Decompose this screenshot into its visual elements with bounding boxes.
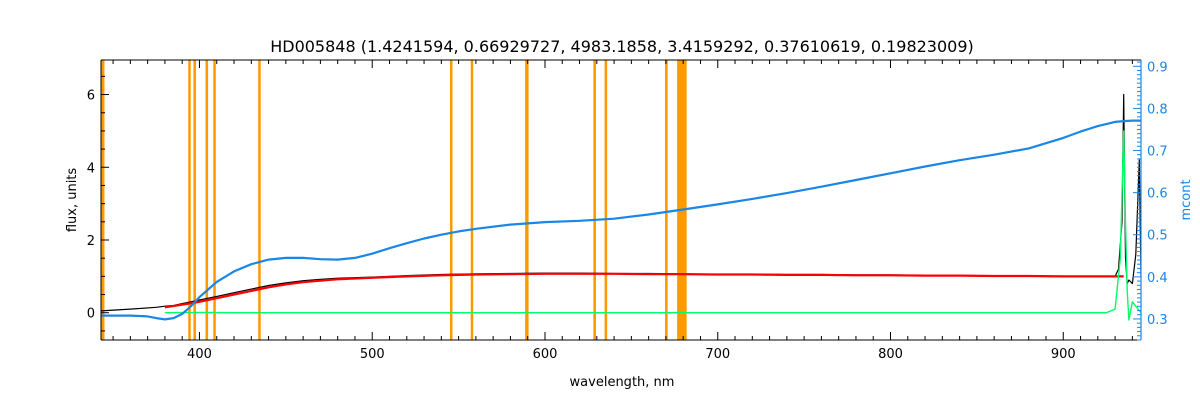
x-axis-label: wavelength, nm [570, 375, 675, 390]
x-tick-label-500: 500 [360, 347, 385, 362]
series-residual-line [164, 130, 1141, 321]
masked-region-3 [205, 60, 209, 340]
chart-title: HD005848 (1.4241594, 0.66929727, 4983.18… [270, 37, 974, 56]
masked-region-12 [677, 60, 687, 340]
y2-tick-label-0.4: 0.4 [1147, 271, 1168, 286]
y-axis-label: flux, units [65, 168, 80, 233]
masked-region-1 [188, 60, 191, 340]
y2-tick-label-0.9: 0.9 [1147, 60, 1168, 75]
series-mcont-line [101, 119, 1141, 321]
series-model-line [164, 272, 1124, 309]
x-tick-label-900: 900 [1051, 347, 1076, 362]
x-tick-label-800: 800 [878, 347, 903, 362]
masked-region-7 [470, 60, 474, 340]
x-tick-label-400: 400 [187, 347, 212, 362]
y-tick-label-4: 4 [87, 161, 95, 176]
masked-region-8 [525, 60, 529, 340]
y-tick-label-2: 2 [87, 234, 95, 249]
series-observed-line [101, 93, 1141, 312]
y2-tick-label-0.8: 0.8 [1147, 102, 1168, 117]
y2-tick-label-0.3: 0.3 [1147, 313, 1168, 328]
y2-axis-label: mcont [1179, 179, 1194, 220]
y2-tick-label-0.7: 0.7 [1147, 145, 1168, 160]
masked-region-2 [193, 60, 196, 340]
masked-region-0 [101, 60, 105, 340]
x-tick-label-600: 600 [533, 347, 558, 362]
masked-region-9 [593, 60, 596, 340]
y-tick-label-6: 6 [87, 89, 95, 104]
y2-tick-label-0.6: 0.6 [1147, 187, 1168, 202]
y-tick-label-0: 0 [87, 307, 95, 322]
masked-region-5 [258, 60, 261, 340]
masked-region-11 [665, 60, 668, 340]
y2-tick-label-0.5: 0.5 [1147, 229, 1168, 244]
plot-area [101, 60, 1141, 340]
masked-region-6 [449, 60, 453, 340]
x-tick-label-700: 700 [705, 347, 730, 362]
masked-region-4 [213, 60, 216, 340]
masked-region-10 [604, 60, 608, 340]
